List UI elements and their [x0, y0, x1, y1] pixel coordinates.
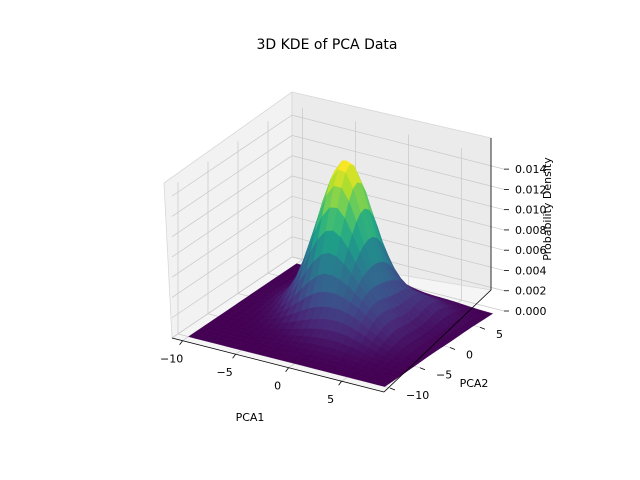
z-tick-label: 0.000 — [515, 305, 547, 318]
x-tick — [232, 353, 236, 359]
axis-lines — [171, 138, 492, 393]
y-tick-label: −10 — [406, 389, 429, 402]
z-gridline — [171, 256, 505, 339]
x-tick-label: 0 — [274, 380, 281, 393]
z-tick-label: 0.008 — [515, 224, 547, 237]
z-gridline — [171, 195, 505, 278]
y-tick — [449, 347, 456, 350]
axis-ticks: −10 −5 0 5 −10 −5 0 5 0.000 0.002 0.004 0.006 0.008 0… — [160, 163, 547, 406]
surface-patch — [376, 381, 390, 387]
x-axis-line — [171, 337, 385, 393]
z-gridline — [171, 135, 505, 217]
x-tick-label: 5 — [327, 393, 334, 406]
z-gridline — [171, 114, 505, 197]
y-axis-line — [383, 289, 492, 393]
x-tick — [179, 340, 183, 345]
z-axis-label: Probability Density — [541, 157, 554, 261]
z-tick-label: 0.010 — [515, 204, 547, 217]
y-tick-label: −5 — [436, 369, 452, 382]
z-gridline — [171, 175, 505, 258]
x-tick-label: −10 — [160, 353, 183, 366]
z-tick-label: 0.004 — [515, 264, 547, 277]
z-tick-label: 0.012 — [515, 183, 547, 196]
y-axis-label: PCA2 — [460, 377, 489, 390]
z-tick-label: 0.002 — [515, 285, 547, 298]
z-gridline — [171, 236, 505, 319]
y-tick-label: 0 — [466, 348, 473, 361]
z-gridline — [171, 155, 505, 237]
z-tick-label: 0.006 — [515, 244, 547, 257]
y-tick — [419, 367, 426, 371]
x-tick — [285, 367, 289, 372]
density-surface — [188, 160, 494, 387]
z-gridline — [171, 216, 505, 298]
x-tick — [338, 380, 342, 386]
chart-title: 3D KDE of PCA Data — [256, 37, 397, 53]
x-tick-label: −5 — [216, 366, 232, 379]
y-tick — [389, 387, 396, 391]
x-axis-label: PCA1 — [236, 411, 265, 424]
y-tick-label: 5 — [496, 328, 503, 341]
z-tick-label: 0.014 — [515, 163, 547, 176]
y-tick — [479, 326, 486, 330]
